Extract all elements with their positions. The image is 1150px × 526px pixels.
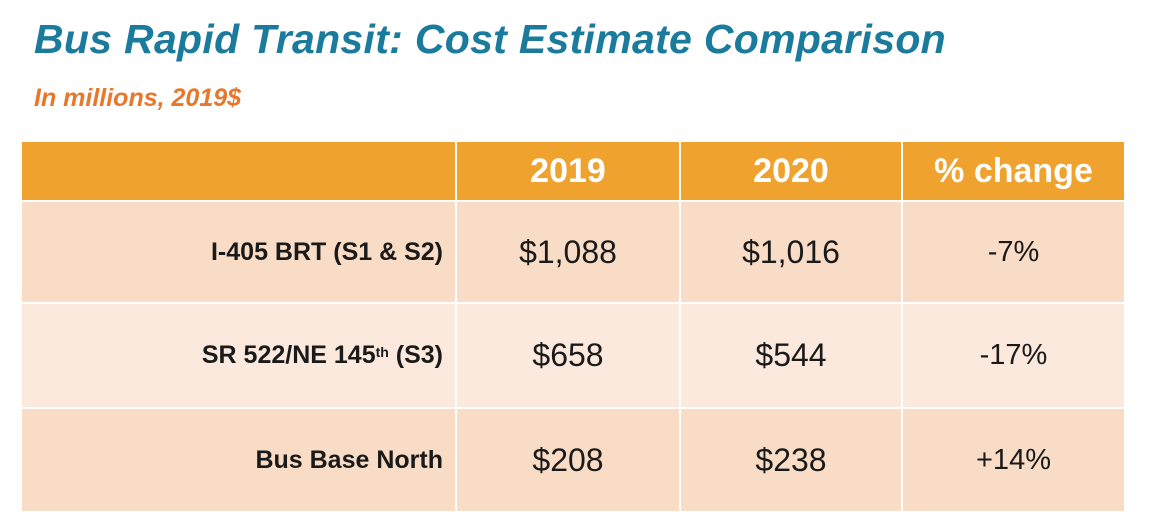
cost-table: 2019 2020% change I-405 BRT (S1 & S2) $1,08… — [22, 142, 1124, 511]
subtitle: In millions, 2019$ — [34, 84, 242, 112]
table-cell: +14% — [903, 409, 1124, 511]
row-label-text: Bus Base North — [255, 445, 443, 474]
row-label-suffix: (S3) — [395, 341, 443, 369]
column-header: 2019 — [457, 142, 679, 200]
header-corner — [22, 142, 455, 200]
table-cell: $544 — [681, 304, 901, 407]
title: Bus Rapid Transit: Cost Estimate Compari… — [34, 16, 947, 62]
row-label-text: SR 522/NE 145 — [201, 341, 376, 369]
table-cell: $208 — [457, 409, 679, 511]
table-cell: $1,088 — [457, 202, 679, 302]
row-label-superscript: th — [375, 343, 389, 360]
table-cell: $658 — [457, 304, 679, 407]
table-cell: $238 — [681, 409, 901, 511]
table-cell: $1,016 — [681, 202, 901, 302]
column-header: 2020 — [681, 142, 901, 200]
row-label-text: I-405 BRT (S1 & S2) — [210, 237, 443, 266]
row-label: Bus Base North — [22, 409, 455, 511]
column-header: % change — [903, 142, 1124, 200]
table-cell: -7% — [903, 202, 1124, 302]
table-cell: -17% — [903, 304, 1124, 407]
row-label: I-405 BRT (S1 & S2) — [22, 202, 455, 302]
